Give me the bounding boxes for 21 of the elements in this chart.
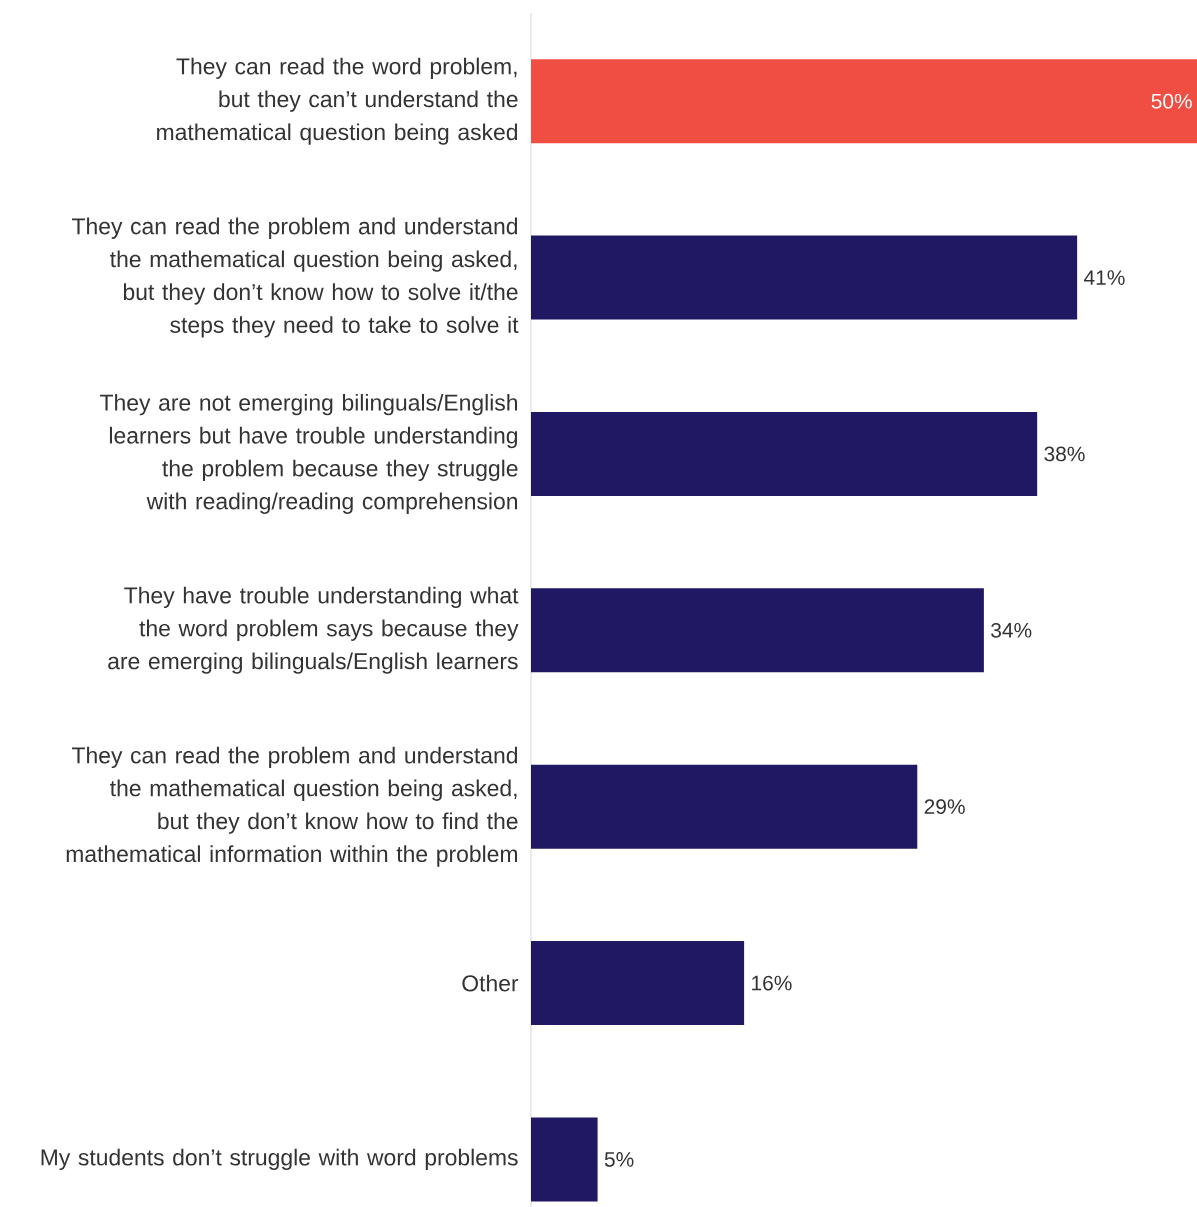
data-label: 34% [991, 622, 1032, 638]
data-label: 38% [1044, 446, 1085, 462]
data-label: 41% [1083, 270, 1125, 285]
y-tick-label: My students don’t struggle with word problems [41, 1148, 518, 1171]
data-label: 50% [1151, 93, 1192, 109]
data-label: 5% [604, 1152, 634, 1167]
bar [531, 59, 1197, 144]
bar [531, 764, 918, 849]
y-tick-label: They have trouble understanding what the word problem says because they are emerging bilinguals/English learners [108, 586, 519, 674]
bar [531, 411, 1038, 496]
y-tick-label: They can read the problem and understand the mathematical question being asked, but they don’t know how to find the mathematical information within the problem [66, 746, 518, 867]
y-tick-label: Other [462, 974, 519, 992]
bar [531, 235, 1078, 320]
data-label: 16% [752, 975, 792, 991]
y-tick-label: They are not emerging bilinguals/English learners but have trouble understanding the problem because they struggle with reading/reading comprehension [100, 393, 518, 514]
bar [531, 941, 745, 1026]
bar [531, 1117, 598, 1202]
data-label: 29% [924, 799, 965, 815]
bar [531, 588, 984, 673]
y-tick-label: They can read the problem and understand the mathematical question being asked, but they don’t know how to solve it/the steps they need to take to solve it [72, 217, 519, 338]
y-tick-label: They can read the word problem, but they can’t understand the mathematical question being asked [157, 57, 518, 145]
